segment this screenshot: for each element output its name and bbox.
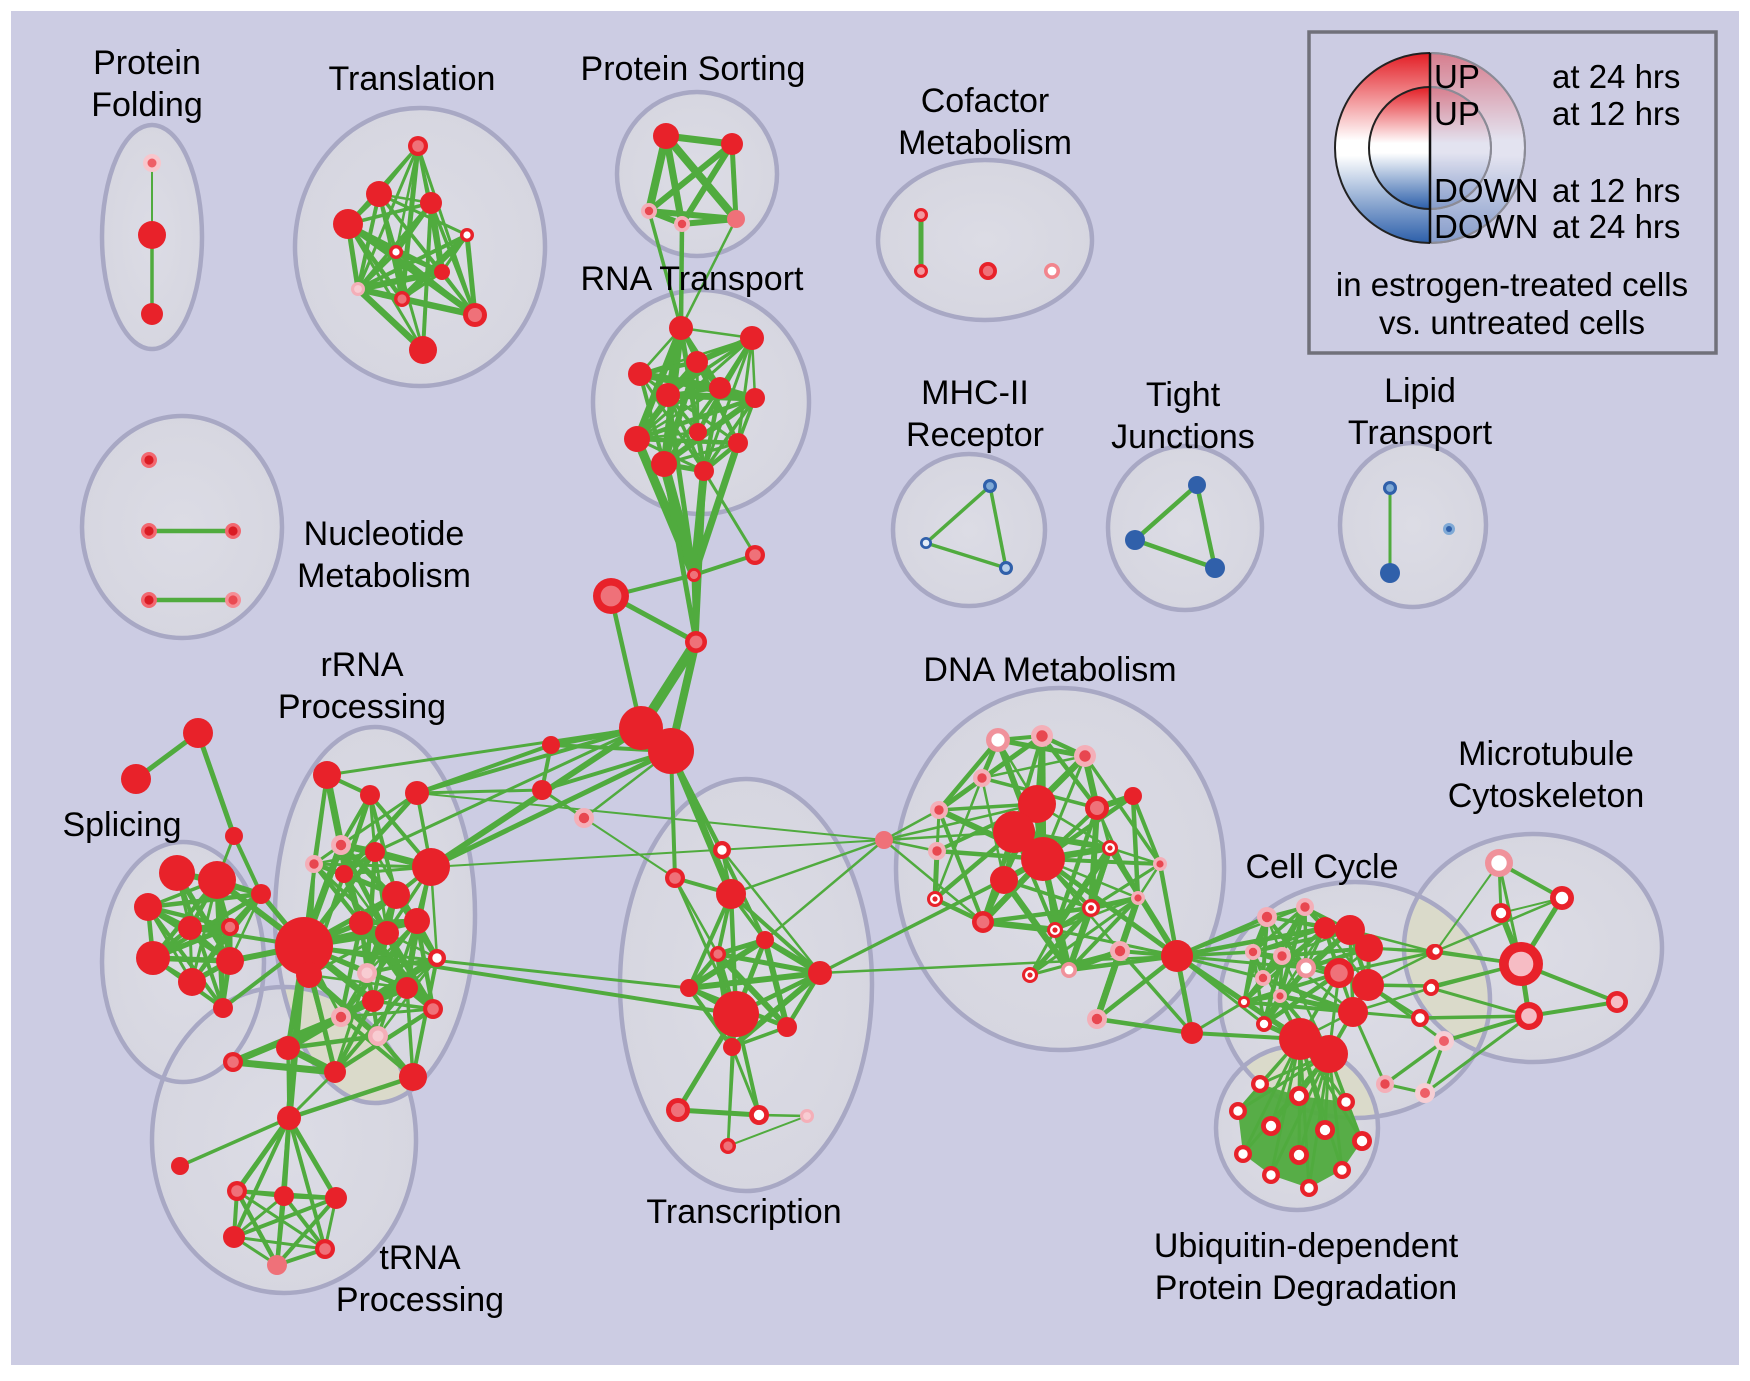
- svg-text:Splicing: Splicing: [62, 806, 181, 844]
- svg-text:tRNA: tRNA: [379, 1239, 461, 1277]
- svg-text:rRNA: rRNA: [320, 646, 403, 684]
- svg-text:in estrogen-treated cells: in estrogen-treated cells: [1336, 266, 1688, 303]
- svg-text:Transport: Transport: [1348, 414, 1493, 452]
- svg-text:Metabolism: Metabolism: [297, 557, 471, 595]
- svg-text:Protein Sorting: Protein Sorting: [581, 50, 806, 88]
- svg-text:Protein Degradation: Protein Degradation: [1155, 1269, 1457, 1307]
- svg-text:Processing: Processing: [278, 688, 446, 726]
- svg-text:Transcription: Transcription: [646, 1193, 841, 1231]
- svg-text:Processing: Processing: [336, 1281, 504, 1319]
- svg-text:DOWN: DOWN: [1434, 172, 1538, 209]
- svg-text:UP: UP: [1434, 58, 1480, 95]
- svg-text:Lipid: Lipid: [1384, 372, 1456, 410]
- svg-text:DOWN: DOWN: [1434, 208, 1538, 245]
- svg-text:UP: UP: [1434, 95, 1480, 132]
- svg-text:Cytoskeleton: Cytoskeleton: [1448, 777, 1645, 815]
- svg-text:Receptor: Receptor: [906, 416, 1044, 454]
- svg-text:Folding: Folding: [91, 86, 203, 124]
- svg-text:RNA Transport: RNA Transport: [581, 260, 805, 298]
- svg-text:Metabolism: Metabolism: [898, 124, 1072, 162]
- svg-text:at 12 hrs: at 12 hrs: [1552, 95, 1680, 132]
- svg-text:Nucleotide: Nucleotide: [304, 515, 465, 553]
- svg-text:Cofactor: Cofactor: [921, 82, 1050, 120]
- svg-text:at 24 hrs: at 24 hrs: [1552, 58, 1680, 95]
- svg-text:Tight: Tight: [1146, 376, 1221, 414]
- svg-text:Ubiquitin-dependent: Ubiquitin-dependent: [1154, 1227, 1459, 1265]
- svg-text:Translation: Translation: [329, 60, 496, 98]
- svg-text:vs. untreated cells: vs. untreated cells: [1379, 304, 1645, 341]
- svg-text:MHC-II: MHC-II: [921, 374, 1029, 412]
- svg-text:Microtubule: Microtubule: [1458, 735, 1634, 773]
- svg-text:Cell Cycle: Cell Cycle: [1245, 848, 1398, 886]
- svg-text:DNA Metabolism: DNA Metabolism: [923, 651, 1176, 689]
- svg-text:at 24 hrs: at 24 hrs: [1552, 208, 1680, 245]
- svg-text:Junctions: Junctions: [1111, 418, 1255, 456]
- svg-text:Protein: Protein: [93, 44, 201, 82]
- svg-text:at 12 hrs: at 12 hrs: [1552, 172, 1680, 209]
